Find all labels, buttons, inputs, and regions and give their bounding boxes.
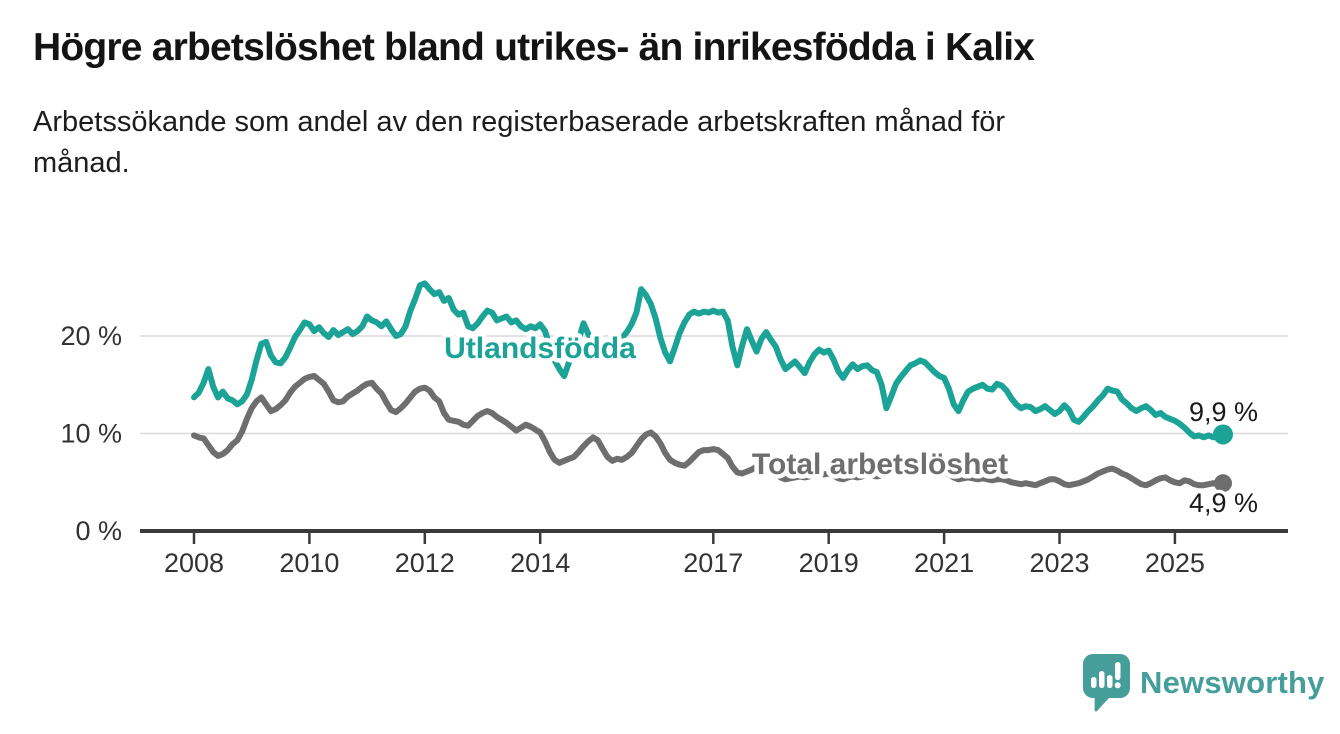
exclamation-dot	[1114, 682, 1121, 689]
end-value-label-total: 4,9 %	[1189, 488, 1258, 518]
exclamation-stem	[1115, 662, 1121, 680]
line-chart: 2008 2010 2012 2014 2017 2019 2021 2023 2025 0 % 1…	[60, 280, 1288, 578]
x-tick-label: 2019	[799, 548, 859, 578]
newsworthy-wordmark: Newsworthy	[1140, 665, 1325, 700]
x-tick-label: 2012	[395, 548, 455, 578]
y-tick-label: 0 %	[75, 516, 122, 546]
bar-1	[1091, 677, 1097, 688]
chart-title: Högre arbetslöshet bland utrikes- än inr…	[33, 26, 1035, 69]
speech-bubble-shape	[1083, 654, 1130, 712]
y-tick-label: 10 %	[60, 419, 122, 449]
series-label-utlandsfodda: Utlandsfödda	[444, 332, 636, 365]
end-value-label-utlandsfodda: 9,9 %	[1189, 397, 1258, 427]
x-tick-label: 2008	[164, 548, 224, 578]
end-dot-utlandsfodda	[1212, 424, 1233, 445]
axis-group: 2008 2010 2012 2014 2017 2019 2021 2023 2025 0 % 1…	[60, 321, 1288, 578]
end-dot-total	[1213, 474, 1232, 493]
series-label-total: Total arbetslöshet	[752, 448, 1008, 481]
series-group	[191, 280, 1233, 493]
gridlines-group	[140, 335, 1288, 435]
chart-area: 2008 2010 2012 2014 2017 2019 2021 2023 2025 0 % 1…	[0, 240, 1340, 620]
newsworthy-logo-icon	[1083, 654, 1130, 712]
x-tick-label: 2025	[1145, 548, 1205, 578]
x-tick-label: 2014	[510, 548, 570, 578]
series-line-utlandsfodda	[191, 280, 1226, 441]
bar-3	[1107, 675, 1113, 688]
x-tick-label: 2023	[1029, 548, 1089, 578]
x-tick-label: 2010	[279, 548, 339, 578]
newsworthy-logo: Newsworthy	[1083, 654, 1325, 712]
series-line-total	[191, 373, 1226, 489]
chart-subtitle: Arbetssökande som andel av den registerb…	[33, 106, 1006, 180]
chart-header: Högre arbetslöshet bland utrikes- än inr…	[33, 26, 1323, 184]
bar-2	[1099, 671, 1105, 688]
y-tick-label: 20 %	[60, 321, 122, 351]
x-tick-label: 2017	[683, 548, 743, 578]
x-tick-label: 2021	[914, 548, 974, 578]
